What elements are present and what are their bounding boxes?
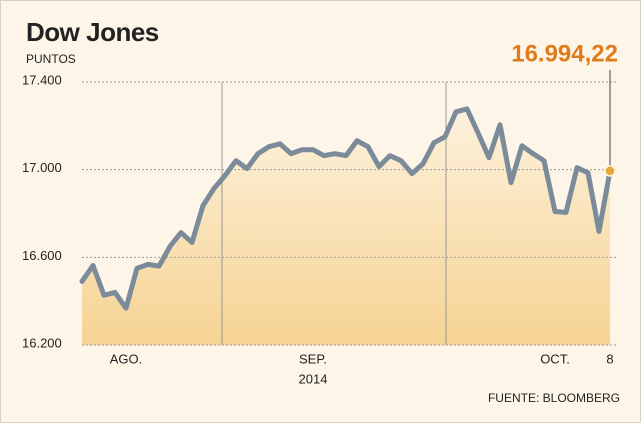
x-tick-label: OCT. [540,351,570,366]
y-tick-label: 17.400 [22,72,62,87]
y-tick-label: 17.000 [22,160,62,175]
x-tick-label: 8 [606,351,613,366]
x-tick-label: SEP. [299,351,327,366]
x-tick-label: AGO. [110,351,143,366]
y-tick-label: 16.600 [22,248,62,263]
value-label: 16.994,22 [511,40,618,67]
marker [604,165,616,177]
source: FUENTE: BLOOMBERG [488,391,620,405]
chart-title: Dow Jones [26,17,159,47]
line [79,106,613,311]
year-label: 2014 [299,371,328,386]
area [82,108,610,346]
y-tick-label: 16.200 [22,335,62,350]
axis-label: PUNTOS [26,52,76,66]
